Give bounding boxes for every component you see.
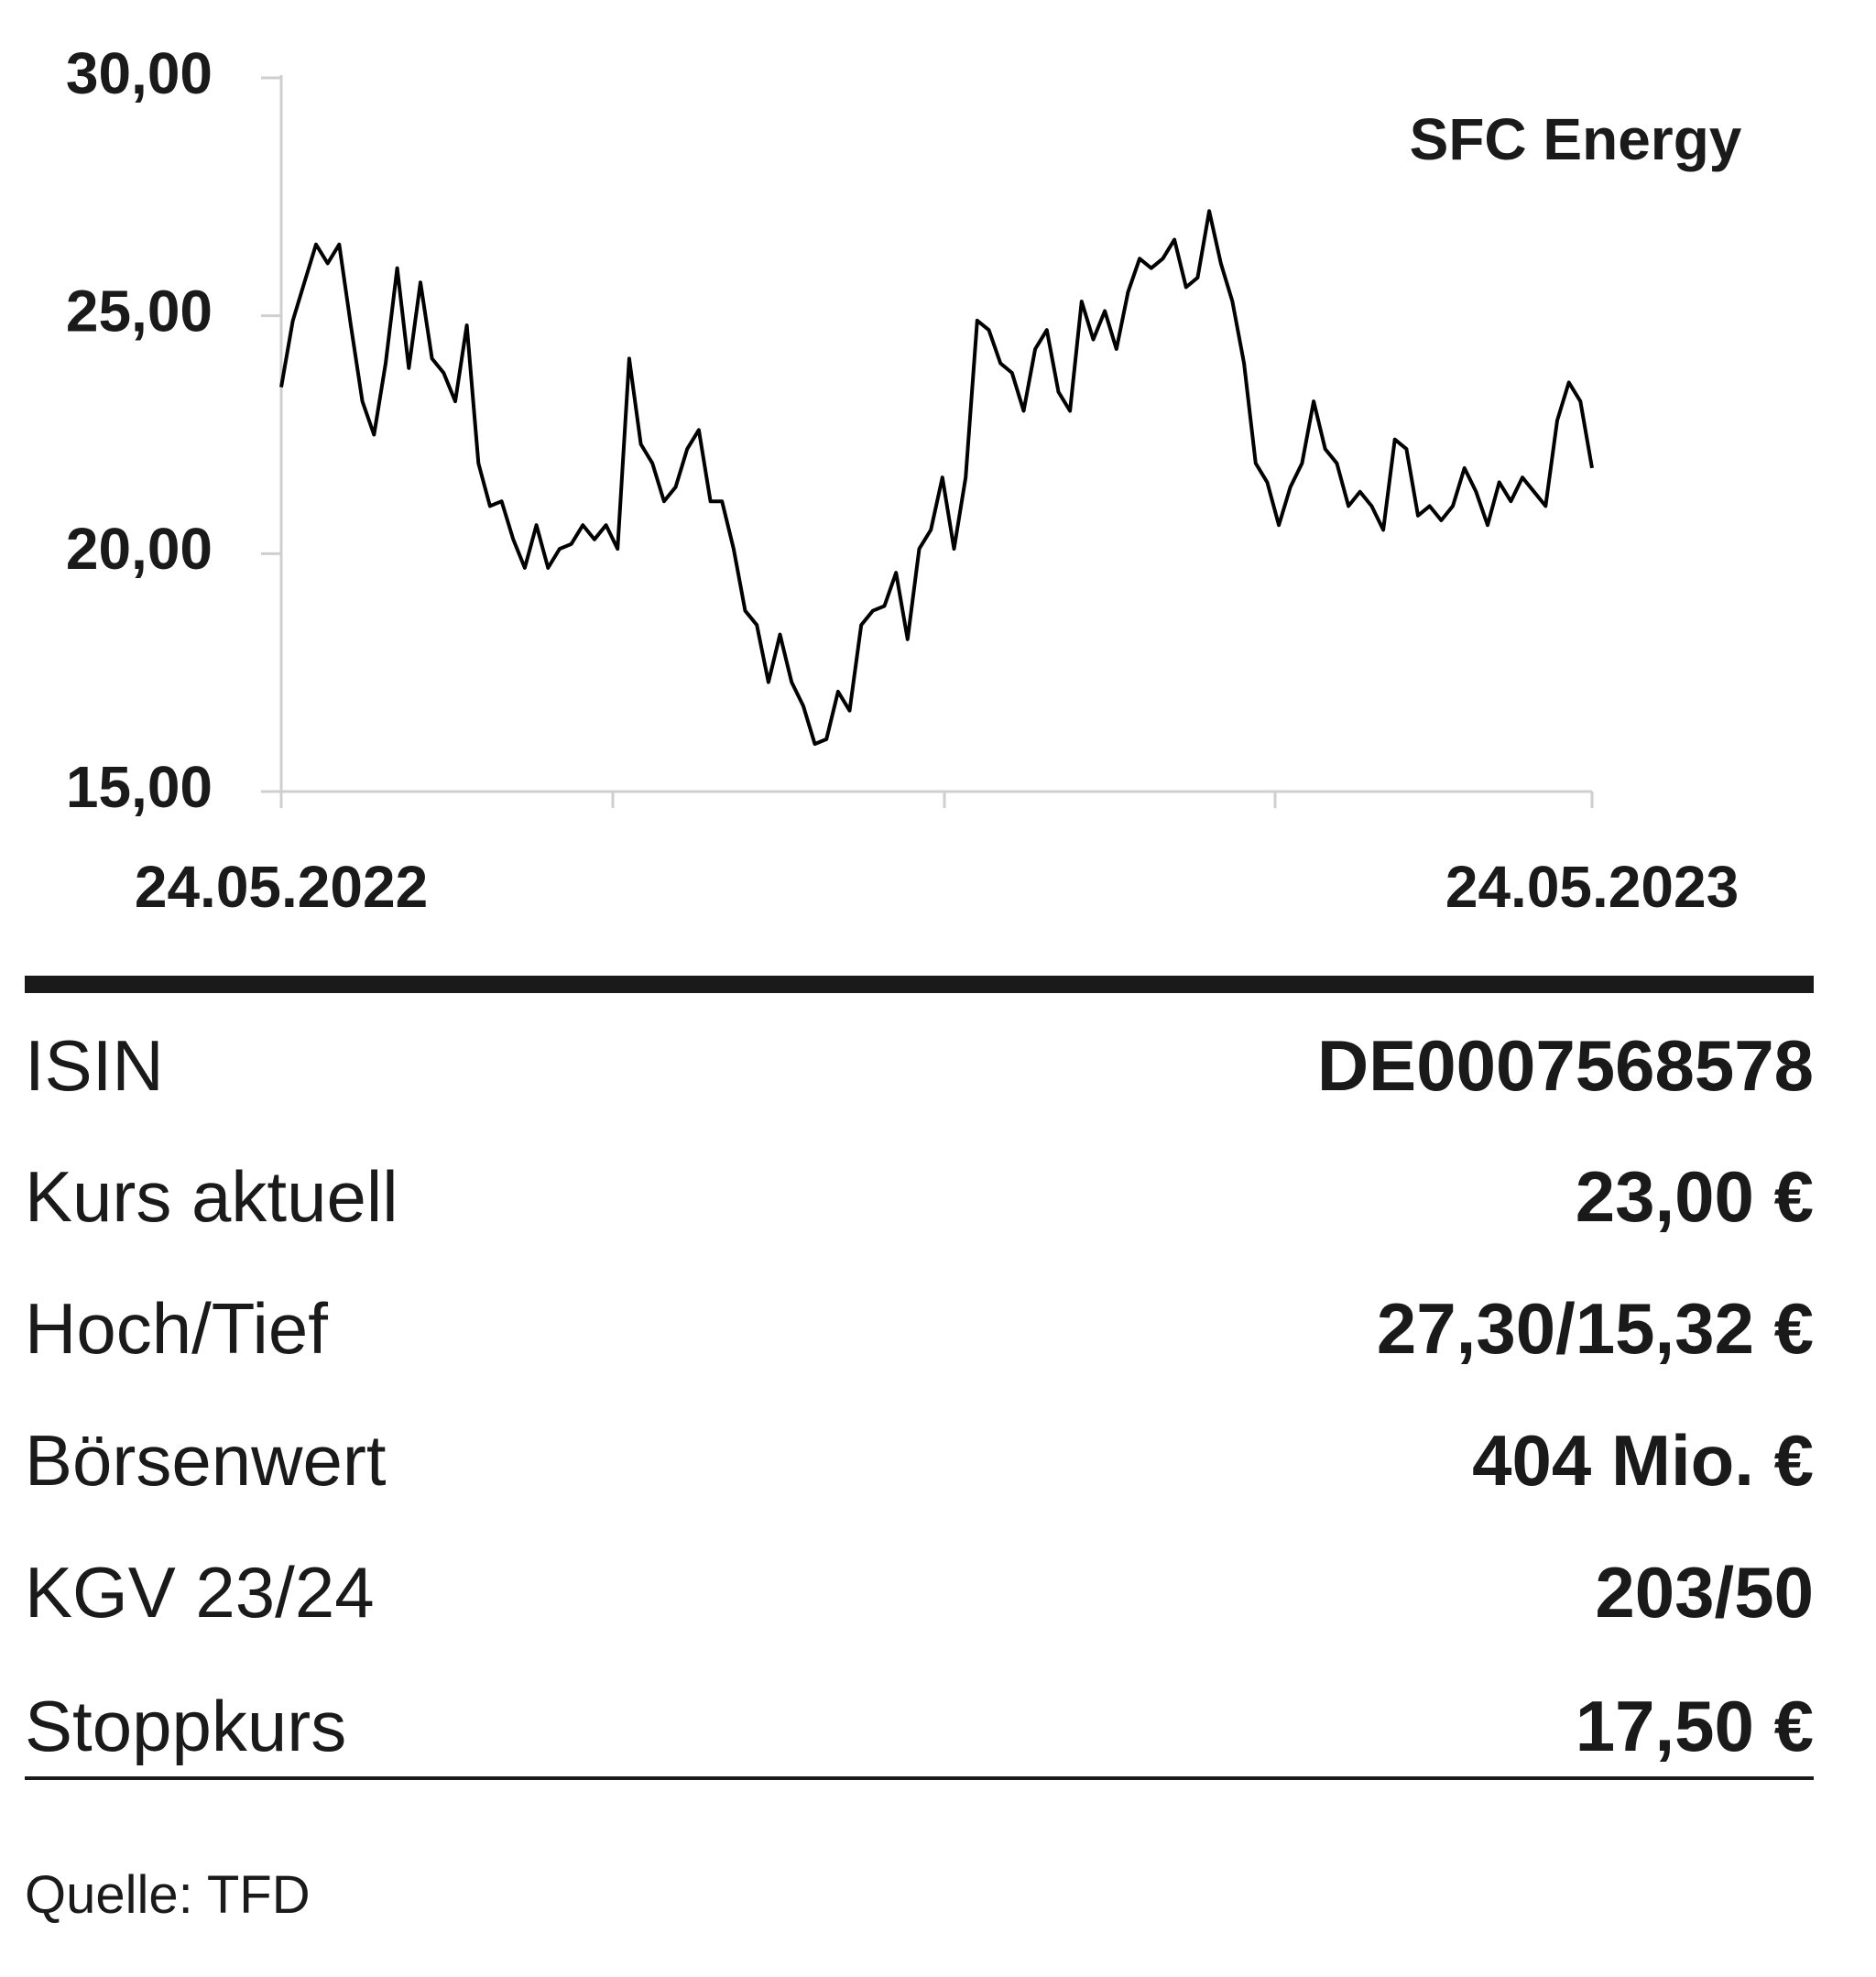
y-tick-label: 15,00 bbox=[66, 754, 213, 820]
table-row: Börsenwert 404 Mio. € bbox=[25, 1396, 1814, 1524]
table-row: Kurs aktuell 23,00 € bbox=[25, 1132, 1814, 1261]
rule-thick bbox=[25, 976, 1814, 993]
table-row: Stoppkurs 17,50 € bbox=[25, 1662, 1814, 1790]
rule-thin bbox=[25, 1776, 1814, 1780]
row-label: Kurs aktuell bbox=[25, 1155, 398, 1237]
source-note: Quelle: TFD bbox=[25, 1865, 311, 1925]
row-value: 17,50 € bbox=[1575, 1685, 1814, 1766]
row-label: KGV 23/24 bbox=[25, 1551, 375, 1633]
row-label: Hoch/Tief bbox=[25, 1287, 328, 1369]
row-value: 404 Mio. € bbox=[1472, 1419, 1814, 1501]
row-value: DE0007568578 bbox=[1316, 1024, 1814, 1106]
y-tick-label: 25,00 bbox=[66, 279, 213, 344]
x-tick-label: 24.05.2023 bbox=[1445, 854, 1739, 916]
row-value: 27,30/15,32 € bbox=[1376, 1287, 1814, 1369]
series-label: SFC Energy bbox=[1410, 106, 1742, 172]
row-value: 23,00 € bbox=[1575, 1155, 1814, 1237]
row-label: Börsenwert bbox=[25, 1419, 387, 1501]
price-line bbox=[279, 209, 1594, 747]
table-row: Hoch/Tief 27,30/15,32 € bbox=[25, 1264, 1814, 1393]
x-tick-label: 24.05.2022 bbox=[135, 854, 428, 916]
row-label: Stoppkurs bbox=[25, 1685, 347, 1766]
y-tick-label: 30,00 bbox=[66, 40, 213, 106]
table-row: ISIN DE0007568578 bbox=[25, 1001, 1814, 1130]
row-value: 203/50 bbox=[1595, 1551, 1814, 1633]
y-tick-label: 20,00 bbox=[66, 516, 213, 582]
table-row: KGV 23/24 203/50 bbox=[25, 1528, 1814, 1656]
chart: SFC Energy 15,00 20,00 25,00 30,00 24.05.202… bbox=[66, 40, 1742, 916]
row-label: ISIN bbox=[25, 1024, 164, 1106]
